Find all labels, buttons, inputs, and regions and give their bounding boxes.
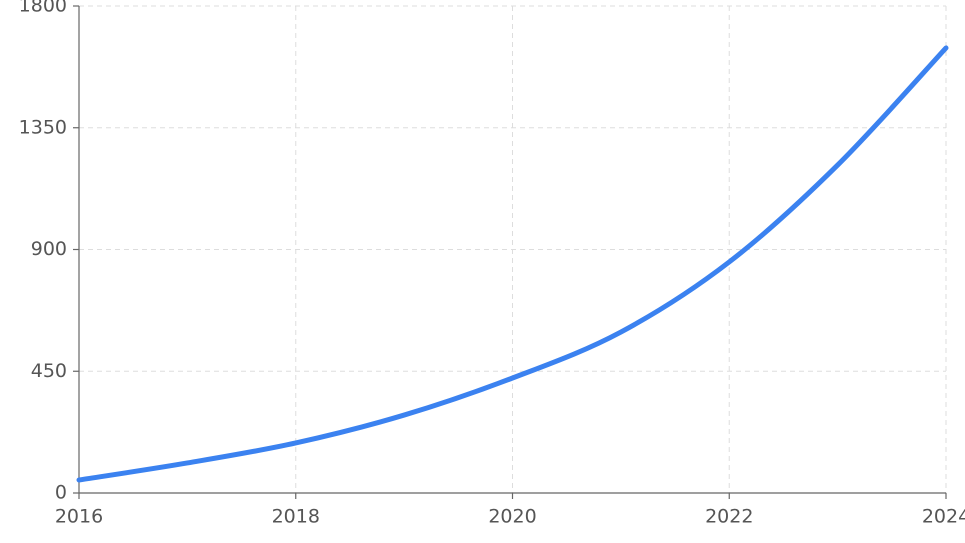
y-tick-label: 450: [31, 360, 67, 382]
y-tick-label: 900: [31, 238, 67, 260]
y-tick-label: 0: [55, 482, 67, 504]
x-tick-label: 2020: [488, 506, 536, 528]
x-tick-label: 2018: [272, 506, 320, 528]
x-tick-label: 2024: [922, 506, 965, 528]
y-tick-label: 1800: [19, 0, 67, 17]
x-tick-label: 2016: [55, 506, 103, 528]
y-tick-label: 1350: [19, 116, 67, 138]
line: [76, 45, 949, 483]
x-tick-label: 2022: [705, 506, 753, 528]
